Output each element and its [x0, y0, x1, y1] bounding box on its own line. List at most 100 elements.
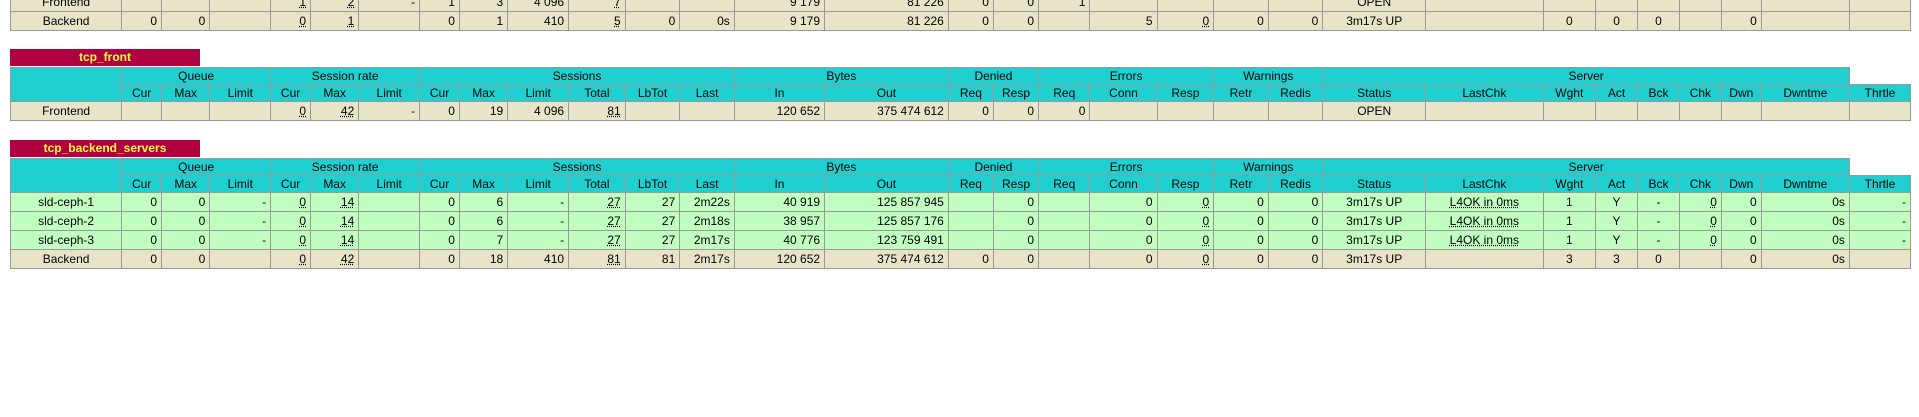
cell-value: 0	[1257, 13, 1264, 28]
column-header: Status	[1322, 84, 1427, 102]
table-cell	[1213, 0, 1269, 12]
cell-value: 0	[1311, 232, 1319, 247]
cell-value: Y	[1612, 194, 1621, 209]
row-name[interactable]: Frontend	[9, 101, 123, 121]
table-cell	[1038, 11, 1091, 31]
table-cell: 9 179	[733, 11, 826, 31]
cell-value: 27	[661, 232, 676, 247]
cell-value: 40 919	[783, 194, 821, 209]
cell-value: -	[262, 232, 267, 247]
table-cell: 27	[568, 211, 626, 231]
cell-value: 0	[1655, 251, 1662, 266]
table-cell	[1038, 230, 1091, 250]
table-row[interactable]: Backend 0 0 0 42 0 18 410 81 81 2m17s 120 652 375 47…	[9, 249, 1912, 269]
row-name[interactable]: Backend	[9, 249, 123, 269]
column-header: Max	[310, 84, 360, 102]
cell-value: 2m17s	[693, 251, 730, 266]
table-row[interactable]: Frontend 0 42 - 0 19 4 096 81 120 652 375 474 612…	[9, 101, 1912, 121]
group-header: Bytes	[733, 67, 949, 85]
column-header: Chk	[1678, 175, 1722, 193]
table-cell: 1	[419, 0, 460, 12]
proxy-name-tcp-backend-servers[interactable]: tcp_backend_servers	[10, 140, 200, 157]
cell-value: 0	[1311, 194, 1319, 209]
table-cell: 3m17s UP	[1322, 249, 1427, 269]
cell-value: 0	[1257, 213, 1264, 228]
column-header: Max	[161, 84, 211, 102]
table-cell	[209, 0, 272, 12]
table-row[interactable]: Frontend 1 2 - 1 3 4 096 7 9 179 81 226 0 0 1 OPEN	[9, 0, 1912, 12]
cell-value: 0	[448, 13, 455, 28]
cell-value: 7	[496, 232, 504, 247]
table-cell: 0	[270, 211, 312, 231]
table-cell: 0	[992, 192, 1040, 212]
table-cell	[1720, 0, 1762, 12]
table-cell: 0	[419, 249, 460, 269]
cell-value: -	[262, 213, 267, 228]
table-cell: 3	[1595, 249, 1638, 269]
column-header: Resp	[1156, 84, 1215, 102]
row-name[interactable]: Backend	[9, 11, 123, 31]
table-cell: 0	[419, 11, 460, 31]
table-cell	[1678, 11, 1722, 31]
table-cell	[1038, 211, 1091, 231]
column-header: LastChk	[1425, 175, 1544, 193]
table-cell	[1542, 0, 1597, 12]
cell-value: 0	[1750, 13, 1757, 28]
table-cell	[1156, 101, 1215, 121]
column-header: Resp	[992, 84, 1040, 102]
cell-value: 6	[496, 194, 504, 209]
table-row[interactable]: sld-ceph-2 0 0 - 0 14 0 6 - 27 27 2m18s 38 957 125 85…	[9, 211, 1912, 231]
row-name[interactable]: Frontend	[9, 0, 123, 12]
table-cell: 1	[1542, 230, 1597, 250]
cell-value: 0	[448, 213, 455, 228]
cell-value: 0	[1257, 232, 1264, 247]
table-cell: -	[507, 230, 570, 250]
cell-value: OPEN	[1357, 0, 1392, 9]
table-row[interactable]: sld-ceph-3 0 0 - 0 14 0 7 - 27 27 2m17s 40 776 123 75…	[9, 230, 1912, 250]
table-cell: 6	[458, 192, 509, 212]
cell-value: -	[1902, 194, 1906, 209]
table-cell: 0	[1213, 11, 1269, 31]
table-cell: 0	[270, 230, 312, 250]
column-header: In	[733, 84, 826, 102]
row-name[interactable]: sld-ceph-2	[9, 211, 123, 231]
column-header: Wght	[1542, 84, 1597, 102]
table-row[interactable]: Backend 0 0 0 1 0 1 410 5 0 0s 9 179 81 226 0 0 5 0 0 0 3m1…	[9, 11, 1912, 31]
table-cell	[1848, 11, 1912, 31]
table-cell: 18	[458, 249, 509, 269]
column-header: Bck	[1636, 175, 1680, 193]
table-cell: 0	[161, 11, 211, 31]
table-cell: 3	[458, 0, 509, 12]
table-cell: 0	[1720, 192, 1762, 212]
group-header: Session rate	[270, 67, 421, 85]
cell-value: 120 652	[776, 251, 821, 266]
table-cell: -	[507, 211, 570, 231]
cell-value: 1	[1565, 213, 1573, 228]
cell-value: -	[411, 103, 416, 118]
cell-value: 1	[347, 13, 355, 28]
table-cell	[624, 0, 681, 12]
table-cell: 0	[270, 11, 312, 31]
cell-value: 3m17s UP	[1346, 13, 1403, 28]
table-cell: 7	[458, 230, 509, 250]
cell-value: 0	[150, 194, 158, 209]
table-cell: 0	[121, 230, 163, 250]
table-cell: 0	[419, 211, 460, 231]
proxy-name-tcp-front[interactable]: tcp_front	[10, 49, 200, 66]
cell-value: 0	[150, 232, 158, 247]
column-header: Req	[947, 175, 994, 193]
table-cell: 375 474 612	[824, 101, 949, 121]
cell-value: 0s	[1832, 194, 1845, 209]
cell-value: 7	[614, 0, 621, 9]
table-cell: 0	[161, 192, 211, 212]
table-row[interactable]: sld-ceph-1 0 0 - 0 14 0 6 - 27 27 2m22s 40 919 125 85…	[9, 192, 1912, 212]
table-cell	[209, 11, 272, 31]
table-cell: 27	[568, 230, 626, 250]
table-cell: 0	[992, 0, 1040, 12]
table-cell	[1267, 101, 1324, 121]
cell-value: 0	[1202, 13, 1210, 28]
table-cell: 27	[624, 192, 681, 212]
row-name[interactable]: sld-ceph-1	[9, 192, 123, 212]
table-cell	[1678, 249, 1722, 269]
row-name[interactable]: sld-ceph-3	[9, 230, 123, 250]
